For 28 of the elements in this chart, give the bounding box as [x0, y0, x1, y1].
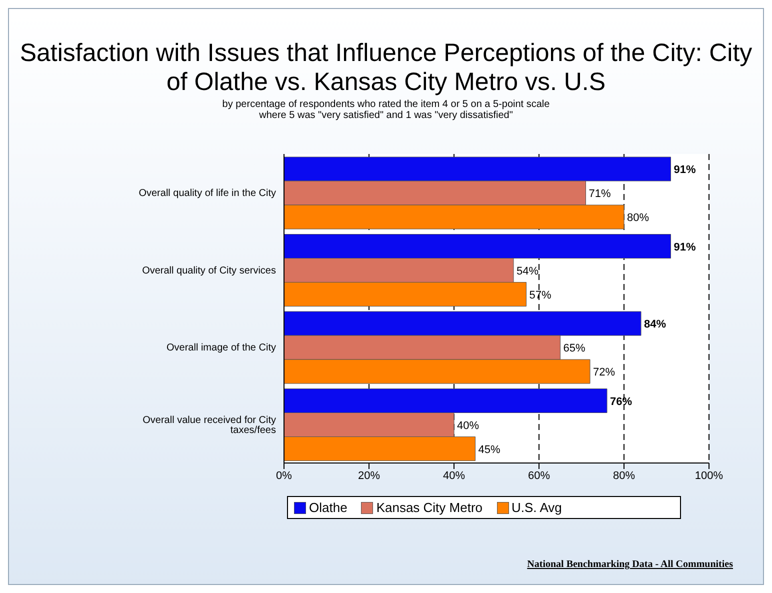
- chart-title: Satisfaction with Issues that Influence Perceptions of the City: City of Olathe vs. Kansas City Metro vs. U.S: [18, 38, 754, 97]
- chart-subtitle: by percentage of respondents who rated the item 4 or 5 on a 5-point scale where 5 was "very satisfied" and 1 was "very dissatisfied": [221, 99, 551, 121]
- data-label: 54%: [516, 265, 539, 278]
- data-label: 91%: [674, 164, 696, 176]
- x-tick-label: 20%: [358, 470, 380, 482]
- data-label: 65%: [563, 342, 586, 354]
- y-tick-label: Overall value received for City taxes/fees: [142, 414, 276, 436]
- y-tick-label: Overall quality of life in the City: [138, 188, 276, 200]
- data-label: 71%: [588, 188, 611, 200]
- data-label: 45%: [478, 444, 500, 456]
- y-tick-label: Overall image of the City: [166, 342, 276, 354]
- legend-label: Olathe: [308, 500, 348, 515]
- x-tick-label: 80%: [612, 470, 636, 482]
- x-tick-label: 100%: [694, 470, 724, 482]
- data-label: 80%: [627, 212, 650, 224]
- data-label: 84%: [644, 318, 666, 330]
- x-tick-label: 60%: [528, 470, 550, 482]
- x-tick-label: 0%: [276, 470, 292, 482]
- legend-label: Kansas City Metro: [375, 500, 483, 515]
- text: National Benchmarking Data - All Communities: [527, 559, 733, 570]
- data-label: 57%: [529, 289, 552, 302]
- data-label: 91%: [674, 241, 696, 254]
- data-label: 40%: [457, 420, 480, 432]
- legend-label: U.S. Avg: [510, 500, 562, 515]
- data-label: 72%: [593, 366, 616, 378]
- x-tick-label: 40%: [442, 470, 466, 482]
- data-label: 76%: [610, 396, 632, 408]
- y-tick-label: Overall quality of City services: [142, 265, 276, 276]
